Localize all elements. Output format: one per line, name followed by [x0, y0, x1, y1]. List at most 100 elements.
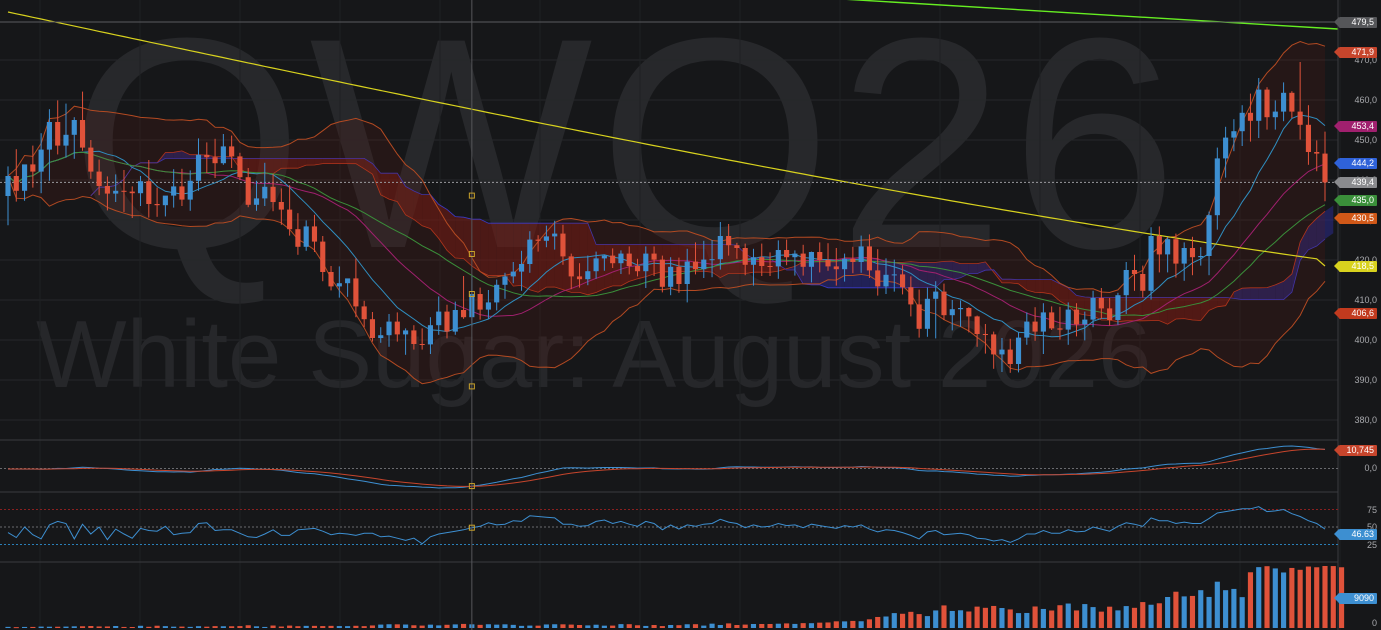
volume-bar [121, 626, 127, 628]
volume-bar [982, 607, 988, 628]
volume-bar [991, 605, 997, 628]
cloud-segment [264, 158, 274, 174]
volume-bar [460, 623, 467, 628]
candle-body [369, 319, 376, 338]
volume-bar [767, 623, 773, 628]
volume-bar [154, 625, 160, 628]
volume-bar [427, 624, 434, 628]
price-badge: 453,4 [1334, 120, 1377, 132]
candle-body [883, 274, 889, 287]
candle-body [171, 186, 177, 196]
rsi-badge: 46.63 [1334, 528, 1377, 540]
candle-body [1264, 89, 1270, 118]
volume-bar [618, 624, 624, 628]
volume-bar [576, 624, 583, 628]
candle-body [63, 134, 69, 146]
cloud-segment [1267, 284, 1276, 300]
volume-bar [295, 626, 301, 628]
candle-body [1082, 319, 1088, 325]
volume-bar [792, 623, 798, 628]
candle-body [1148, 236, 1154, 291]
candle-body [949, 309, 955, 316]
volume-bar [229, 626, 235, 628]
candle-body [759, 257, 765, 266]
volume-bar [808, 623, 815, 628]
cloud-segment [910, 261, 920, 288]
candle-body [726, 236, 732, 246]
volume-bar [1007, 609, 1013, 628]
candle-body [444, 311, 450, 332]
candle-body [5, 176, 11, 196]
candle-body [817, 252, 823, 260]
volume-bar [676, 625, 682, 628]
candle-body [842, 258, 848, 270]
volume-bar [552, 624, 558, 628]
candle-body [303, 226, 309, 247]
volume-bar [883, 616, 889, 628]
candle-body [941, 291, 947, 316]
volume-bar [79, 626, 86, 628]
candle-body [1239, 112, 1245, 132]
cloud-segment [413, 191, 423, 226]
volume-bar [287, 625, 293, 628]
candle-body [1189, 248, 1196, 258]
volume-bar [949, 610, 955, 628]
volume-bar [899, 613, 906, 628]
volume-bar [1256, 567, 1262, 628]
volume-bar [684, 624, 690, 628]
volume-bar [195, 626, 202, 628]
volume-bar [55, 626, 61, 628]
volume-bar [875, 616, 881, 628]
candle-body [933, 291, 939, 299]
candle-body [187, 180, 193, 200]
volume-bar [1223, 590, 1229, 628]
volume-bar [502, 624, 508, 628]
volume-bar [1156, 603, 1162, 628]
candle-body [610, 255, 616, 264]
volume-bar [1065, 603, 1071, 628]
candle-body [96, 171, 102, 186]
price-badge: 439,4 [1334, 176, 1377, 188]
volume-bar [1140, 602, 1146, 628]
volume-bar [692, 624, 699, 628]
price-tick-label: 400,0 [1354, 335, 1377, 345]
candle-body [527, 239, 533, 264]
volume-bar [378, 624, 384, 628]
candle-body [485, 302, 491, 310]
candle-body [991, 334, 997, 355]
cloud-segment [347, 158, 356, 164]
volume-bar [668, 624, 674, 628]
price-badge: 479,5 [1334, 16, 1377, 28]
candle-body [750, 257, 757, 265]
volume-bar [220, 626, 226, 628]
volume-bar [113, 625, 119, 628]
volume-bar [560, 624, 566, 628]
candle-body [21, 164, 28, 191]
volume-bar [701, 625, 707, 628]
volume-bar [46, 626, 52, 628]
candle-body [1272, 111, 1278, 118]
volume-bar [1206, 596, 1212, 628]
macd-badge: 10,745 [1334, 444, 1377, 456]
candle-body [626, 253, 632, 266]
candle-body [1115, 295, 1121, 320]
volume-bar [1239, 597, 1245, 628]
candle-body [775, 250, 781, 267]
volume-bar [1173, 591, 1179, 628]
candle-body [899, 274, 906, 288]
macd-line [7, 445, 1326, 489]
candle-body [618, 253, 624, 264]
candle-body [13, 176, 19, 191]
candle-body [668, 266, 674, 287]
candle-body [634, 266, 641, 272]
cloud-segment [728, 244, 737, 274]
candle-body [378, 335, 384, 338]
candle-body [394, 321, 400, 335]
candle-body [1297, 111, 1303, 125]
candle-body [88, 147, 94, 172]
volume-bar [527, 625, 533, 628]
candle-body [403, 330, 409, 335]
volume-bar [1314, 567, 1320, 628]
cloud-segment [165, 152, 174, 159]
